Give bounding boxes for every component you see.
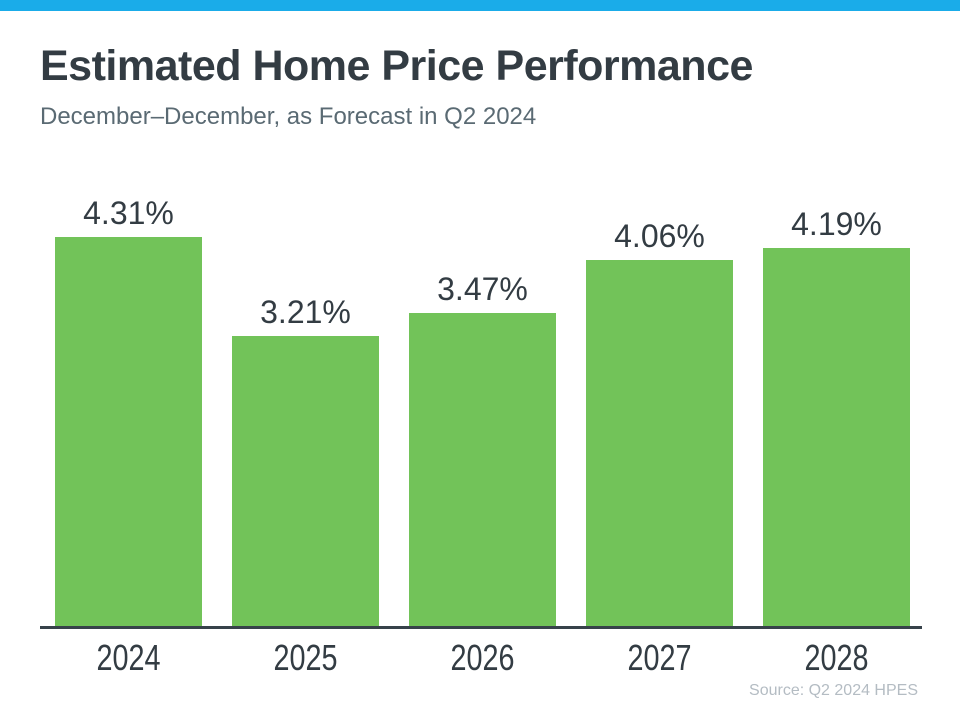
x-axis-label-2027: 2027 [627,637,692,678]
bar-value-label: 4.19% [791,206,882,242]
x-axis-label-2028: 2028 [804,637,869,678]
bar-2025: 3.21% [232,296,379,626]
bar-2026: 3.47% [409,273,556,626]
x-axis-label-2025: 2025 [273,637,338,678]
source-note: Source: Q2 2024 HPES [749,682,918,699]
x-axis-line [40,626,922,629]
x-axis-label-2024: 2024 [96,637,161,678]
top-accent-bar [0,0,960,11]
bar-chart: 4.31% 3.21% 3.47% 4.06% 4.19% [40,0,922,629]
bar-value-label: 3.47% [437,271,528,307]
bar-2027: 4.06% [586,220,733,626]
x-axis-label-2026: 2026 [450,637,515,678]
page-title: Estimated Home Price Performance [40,42,753,90]
x-axis-labels: 2024 2025 2026 2027 2028 [40,640,922,680]
bar-2024: 4.31% [55,197,202,626]
bar-2028: 4.19% [763,208,910,626]
bar-value-label: 4.06% [614,218,705,254]
page-subtitle: December–December, as Forecast in Q2 202… [40,103,537,130]
bar-value-label: 4.31% [83,195,174,231]
bar-value-label: 3.21% [260,294,351,330]
